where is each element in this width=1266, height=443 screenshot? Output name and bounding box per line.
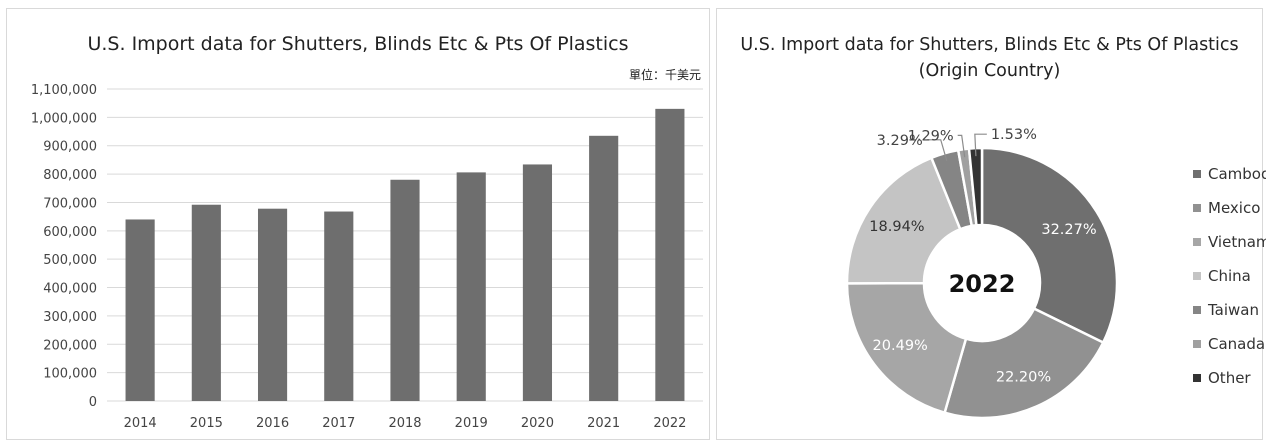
legend-label: Mexico: [1208, 199, 1261, 217]
legend-item-canada: Canada: [1193, 327, 1266, 361]
x-tick-label: 2021: [587, 416, 620, 431]
y-tick-label: 300,000: [43, 310, 97, 325]
donut-center-label: 2022: [949, 270, 1016, 298]
bar-2022: [655, 108, 685, 401]
y-tick-label: 200,000: [43, 338, 97, 353]
x-tick-label: 2016: [256, 416, 289, 431]
leader-line: [974, 133, 987, 157]
legend-item-other: Other: [1193, 361, 1266, 395]
x-tick-label: 2017: [322, 416, 355, 431]
legend-item-cambodia: Cambodia: [1193, 157, 1266, 191]
y-tick-label: 400,000: [43, 282, 97, 297]
legend-label: Canada: [1208, 335, 1266, 353]
legend-swatch: [1193, 238, 1201, 246]
legend-swatch: [1193, 272, 1201, 280]
legend-label: Cambodia: [1208, 165, 1266, 183]
slice-value-label: 1.53%: [991, 127, 1037, 143]
slice-value-label: 18.94%: [869, 219, 924, 235]
y-tick-label: 100,000: [43, 367, 97, 382]
bar-2021: [589, 135, 619, 402]
legend-item-taiwan: Taiwan: [1193, 293, 1266, 327]
slice-value-label: 3.29%: [877, 133, 923, 149]
bar-2018: [390, 179, 420, 401]
legend-label: China: [1208, 267, 1251, 285]
bar-2017: [324, 211, 354, 401]
y-tick-label: 1,100,000: [31, 83, 97, 98]
pie-chart-panel: U.S. Import data for Shutters, Blinds Et…: [716, 8, 1266, 440]
pie-chart-subtitle: (Origin Country): [918, 61, 1061, 81]
slice-value-label: 1.29%: [908, 128, 954, 144]
slice-mexico: [943, 306, 1105, 420]
slice-china: [845, 156, 962, 285]
x-tick-label: 2014: [124, 416, 157, 431]
legend-swatch: [1193, 170, 1201, 178]
bar-2020: [522, 164, 553, 401]
bar-chart-title: U.S. Import data for Shutters, Blinds Et…: [87, 33, 629, 55]
donut-chart-plot: 32.27% 22.20% 20.49% 18.94% 3.29%1.29% 1.53% 2…: [845, 127, 1119, 420]
legend-label: Taiwan: [1208, 301, 1260, 319]
slice-value-label: 20.49%: [873, 338, 928, 354]
legend-item-mexico: Mexico: [1193, 191, 1266, 225]
slice-other: [967, 146, 984, 227]
slice-value-label: 32.27%: [1041, 222, 1096, 238]
y-tick-label: 800,000: [43, 168, 97, 183]
bar-2019: [456, 172, 486, 401]
bar-chart-plot: 0 100,000 200,000 300,000 400,000 500,000 600,…: [31, 83, 703, 431]
y-tick-label: 500,000: [43, 253, 97, 268]
legend-swatch: [1193, 306, 1201, 314]
y-tick-label: 1,000,000: [31, 111, 97, 126]
bar-2015: [191, 204, 221, 401]
x-tick-label: 2019: [455, 416, 488, 431]
legend-swatch: [1193, 374, 1201, 382]
legend-item-vietnam: Vietnam: [1193, 225, 1266, 259]
slice-cambodia: [980, 146, 1119, 345]
x-tick-label: 2022: [653, 416, 686, 431]
y-tick-label: 600,000: [43, 225, 97, 240]
legend-label: Other: [1208, 369, 1251, 387]
slice-vietnam: [845, 281, 968, 415]
legend-item-china: China: [1193, 259, 1266, 293]
pie-legend: Cambodia Mexico Vietnam China Taiwan Canada Ot…: [1193, 157, 1266, 395]
bar-chart-panel: U.S. Import data for Shutters, Blinds Et…: [6, 8, 710, 440]
x-tick-label: 2020: [521, 416, 554, 431]
legend-swatch: [1193, 204, 1201, 212]
unit-label: 單位：千美元: [628, 68, 701, 82]
bar-2014: [125, 219, 155, 401]
x-tick-label: 2018: [388, 416, 421, 431]
leader-line: [957, 134, 966, 158]
y-tick-label: 900,000: [43, 140, 97, 155]
y-tick-label: 0: [89, 395, 97, 410]
legend-swatch: [1193, 340, 1201, 348]
x-tick-label: 2015: [190, 416, 223, 431]
leader-line: [926, 139, 948, 162]
pie-chart-title: U.S. Import data for Shutters, Blinds Et…: [740, 35, 1239, 55]
legend-label: Vietnam: [1208, 233, 1266, 251]
y-tick-label: 700,000: [43, 196, 97, 211]
slice-value-label: 22.20%: [996, 370, 1051, 386]
bar-2016: [257, 208, 288, 401]
